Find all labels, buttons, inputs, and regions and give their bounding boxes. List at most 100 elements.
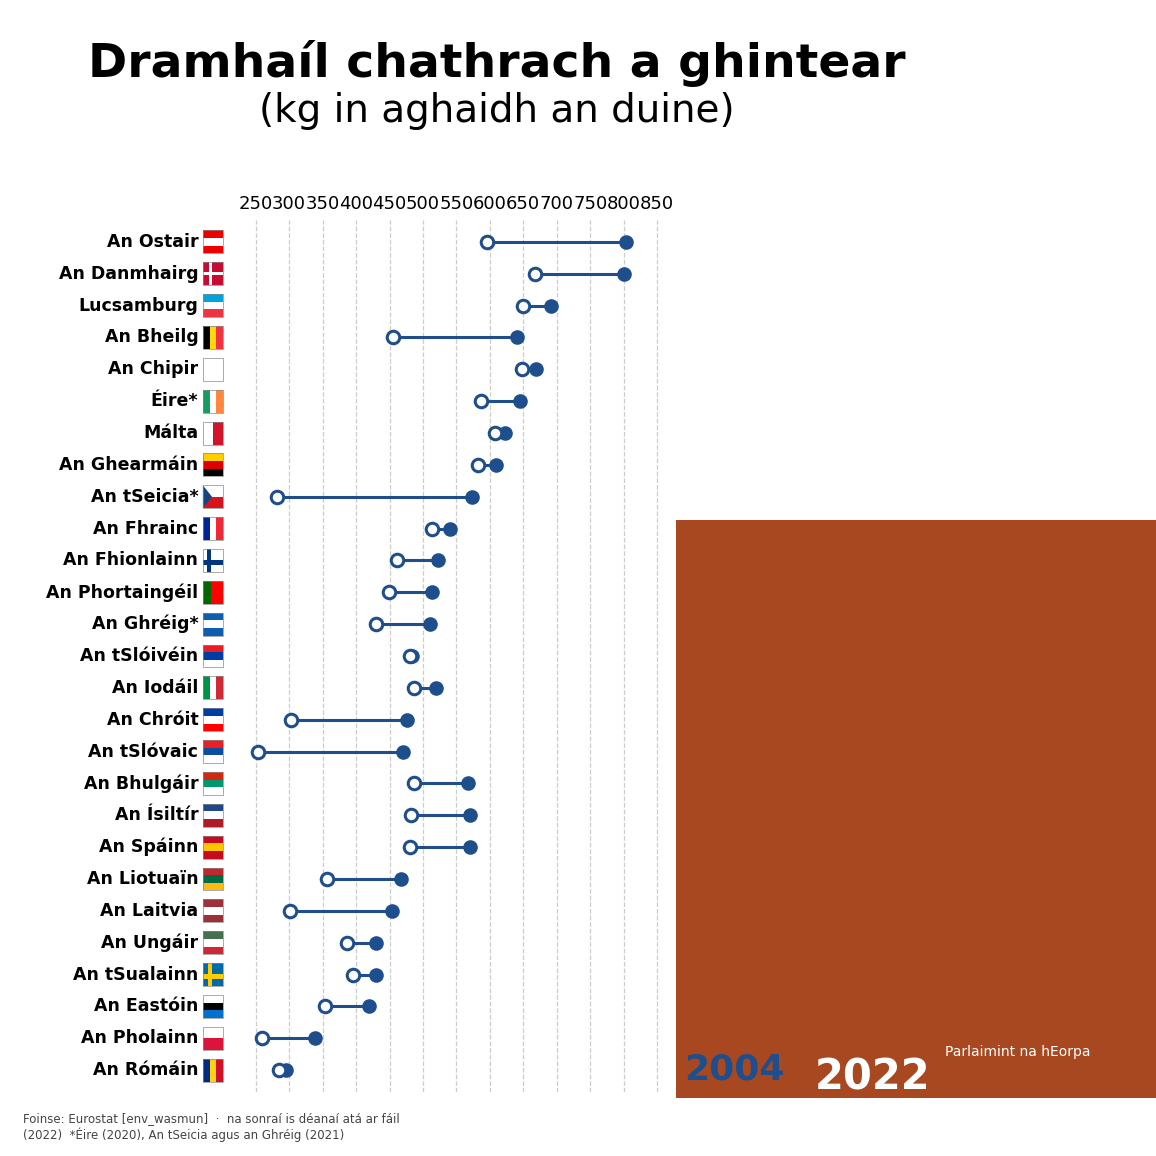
Text: An tSualainn: An tSualainn (73, 965, 199, 984)
Bar (203, 326, 223, 349)
Bar (203, 1002, 223, 1010)
Bar (203, 724, 223, 732)
Bar (203, 779, 223, 787)
Bar (203, 453, 223, 461)
Bar (203, 294, 223, 302)
Bar (203, 803, 223, 812)
Text: An Laitvia: An Laitvia (101, 902, 199, 920)
Bar (203, 844, 223, 851)
Bar (203, 995, 223, 1002)
Text: 2004: 2004 (684, 1052, 784, 1087)
Bar (208, 963, 212, 986)
Text: Foinse: Eurostat [env_wasmun]  ·  na sonraí is déanaí atá ar fáil
(2022)  *Éire : Foinse: Eurostat [env_wasmun] · na sonra… (23, 1112, 400, 1142)
Bar (203, 549, 223, 572)
Bar (203, 580, 223, 603)
Bar (203, 310, 223, 317)
Bar (203, 716, 223, 724)
Bar (203, 652, 223, 660)
Bar (203, 740, 223, 763)
Bar (203, 238, 223, 246)
Bar (203, 294, 223, 317)
Bar (203, 273, 223, 275)
Bar (203, 772, 223, 779)
Bar (203, 914, 223, 922)
Bar (203, 1059, 209, 1082)
Bar (203, 709, 223, 732)
Bar (203, 1027, 223, 1050)
Bar (212, 580, 223, 603)
Bar (203, 939, 223, 947)
Polygon shape (203, 486, 212, 509)
Text: An Ísiltír: An Ísiltír (114, 806, 199, 824)
Text: An tSlóivéin: An tSlóivéin (80, 647, 199, 665)
Text: Dramhaíl chathrach a ghintear: Dramhaíl chathrach a ghintear (88, 40, 906, 88)
Bar (203, 907, 223, 914)
Bar (203, 740, 223, 748)
Bar (203, 230, 223, 253)
Bar (203, 1059, 223, 1082)
Text: An Ghearmáin: An Ghearmáin (59, 455, 199, 474)
Bar (216, 517, 223, 540)
Bar (203, 932, 223, 939)
Bar (203, 580, 212, 603)
Bar (203, 995, 223, 1018)
Text: An Bhulgáir: An Bhulgáir (83, 775, 199, 793)
Bar (203, 302, 223, 310)
Text: An Chipir: An Chipir (109, 361, 199, 378)
Bar (203, 246, 223, 253)
Bar (203, 660, 223, 667)
Bar (203, 468, 223, 476)
Text: An Liotuaïn: An Liotuaïn (87, 870, 199, 888)
Bar (203, 755, 223, 763)
Bar (216, 390, 223, 413)
Bar (203, 422, 223, 445)
Bar (203, 836, 223, 844)
Bar (203, 1010, 223, 1018)
Bar (203, 772, 223, 795)
Text: An Spáinn: An Spáinn (99, 838, 199, 857)
Bar (203, 486, 223, 497)
Bar (203, 628, 223, 636)
Bar (203, 836, 223, 859)
Text: An tSeicia*: An tSeicia* (90, 488, 199, 506)
Bar (203, 560, 223, 565)
Bar (209, 326, 216, 349)
Bar (203, 326, 209, 349)
Bar (203, 820, 223, 827)
Bar (203, 803, 223, 827)
Text: An Phortaingéil: An Phortaingéil (46, 583, 199, 601)
Text: An Rómáin: An Rómáin (92, 1061, 199, 1079)
Text: An Pholainn: An Pholainn (81, 1029, 199, 1047)
Bar (203, 963, 223, 986)
Bar (203, 973, 223, 979)
Bar (203, 883, 223, 890)
Bar (203, 358, 223, 380)
Bar (203, 486, 223, 509)
Text: An Iodáil: An Iodáil (112, 679, 199, 697)
Bar (209, 517, 216, 540)
Text: An Fhionlainn: An Fhionlainn (64, 551, 199, 570)
Bar (203, 262, 223, 286)
Text: An Chróit: An Chróit (106, 711, 199, 728)
Bar (203, 621, 223, 628)
Text: An Bheilg: An Bheilg (105, 328, 199, 347)
Text: (kg in aghaidh an duine): (kg in aghaidh an duine) (259, 92, 735, 131)
Bar (203, 497, 223, 509)
Text: An Fhrainc: An Fhrainc (94, 519, 199, 538)
Bar (203, 390, 223, 413)
Text: Parlaimint na hEorpa: Parlaimint na hEorpa (944, 1045, 1090, 1059)
Text: An tSlóvaic: An tSlóvaic (89, 742, 199, 761)
Bar (209, 676, 216, 699)
Text: An Danmhairg: An Danmhairg (59, 265, 199, 283)
Bar (216, 326, 223, 349)
Text: An Ostair: An Ostair (106, 234, 199, 251)
Bar (203, 1027, 223, 1038)
Bar (203, 645, 223, 652)
Bar (209, 1059, 216, 1082)
Bar (203, 899, 223, 922)
Bar (213, 422, 223, 445)
Text: Lucsamburg: Lucsamburg (79, 297, 199, 314)
Bar (216, 1059, 223, 1082)
Text: An Ghréig*: An Ghréig* (91, 615, 199, 633)
Bar (209, 262, 212, 286)
